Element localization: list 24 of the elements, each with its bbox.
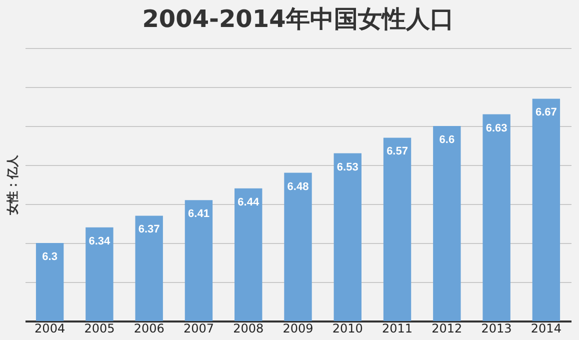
data-label: 6.6 [439, 134, 455, 146]
data-label: 6.44 [238, 196, 260, 208]
data-label: 6.63 [486, 122, 508, 134]
x-tick-label: 2004 [34, 322, 66, 336]
x-tick-label: 2010 [332, 322, 363, 336]
data-label: 6.53 [336, 161, 358, 174]
x-tick-label: 2011 [382, 322, 413, 336]
data-label: 6.3 [42, 251, 58, 263]
x-tick-label: 2006 [134, 322, 164, 336]
data-label: 6.41 [188, 208, 210, 220]
data-label: 6.34 [88, 235, 112, 248]
chart-title: 2004-2014年中国女性人口 [142, 5, 454, 33]
data-label: 6.57 [386, 146, 408, 158]
x-tick-label: 2014 [530, 322, 562, 336]
data-label: 6.37 [138, 224, 160, 236]
x-tick-label: 2012 [432, 322, 462, 336]
data-label: 6.67 [535, 106, 557, 119]
x-tick-label: 2013 [481, 322, 512, 336]
x-tick-label: 2009 [282, 322, 314, 336]
x-tick-label: 2005 [84, 322, 115, 336]
x-tick-label: 2008 [233, 322, 264, 336]
data-label: 6.48 [287, 180, 309, 193]
y-axis-title: 女性：亿人 [6, 154, 20, 216]
x-tick-label: 2007 [183, 322, 214, 336]
